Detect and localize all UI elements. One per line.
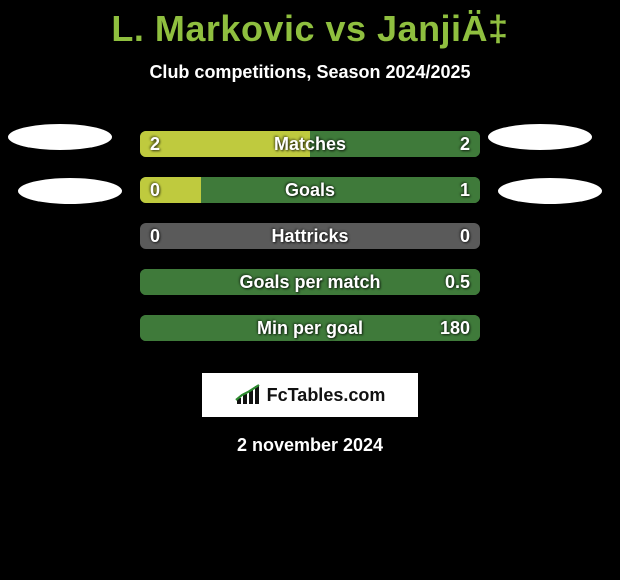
stat-label: Hattricks xyxy=(140,226,480,247)
comparison-infographic: L. Markovic vs JanjiÄ‡ Club competitions… xyxy=(0,0,620,580)
page-subtitle: Club competitions, Season 2024/2025 xyxy=(0,62,620,83)
stat-label: Min per goal xyxy=(140,318,480,339)
page-title: L. Markovic vs JanjiÄ‡ xyxy=(0,0,620,50)
decor-ellipse xyxy=(488,124,592,150)
bar-chart-icon xyxy=(235,384,261,406)
footer-date: 2 november 2024 xyxy=(0,435,620,456)
brand-text: FcTables.com xyxy=(267,385,386,406)
stat-row: 180Min per goal xyxy=(0,305,620,351)
decor-ellipse xyxy=(8,124,112,150)
decor-ellipse xyxy=(18,178,122,204)
stat-label: Goals xyxy=(140,180,480,201)
stat-label: Matches xyxy=(140,134,480,155)
stat-row: 00Hattricks xyxy=(0,213,620,259)
decor-ellipse xyxy=(498,178,602,204)
brand-badge: FcTables.com xyxy=(202,373,418,417)
stat-label: Goals per match xyxy=(140,272,480,293)
stat-row: 0.5Goals per match xyxy=(0,259,620,305)
stats-table: 22Matches01Goals00Hattricks0.5Goals per … xyxy=(0,121,620,351)
